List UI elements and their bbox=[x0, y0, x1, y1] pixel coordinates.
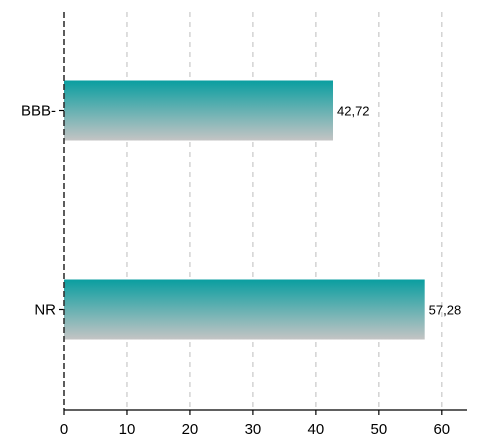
x-tick-label: 20 bbox=[182, 421, 199, 437]
bar bbox=[64, 279, 425, 340]
data-label: 57,28 bbox=[429, 303, 462, 318]
x-tick-label: 30 bbox=[245, 421, 262, 437]
bar bbox=[64, 80, 334, 141]
x-tick-label: 0 bbox=[60, 421, 68, 437]
category-label: NR bbox=[34, 302, 56, 319]
category-label: BBB- bbox=[21, 103, 56, 120]
grid-lines bbox=[126, 12, 443, 410]
x-tick-label: 10 bbox=[119, 421, 136, 437]
data-label: 42,72 bbox=[337, 104, 370, 119]
axes bbox=[59, 12, 467, 415]
labels: 0 10 20 30 40 50 60 BBB- 42,72 NR 57,28 bbox=[21, 103, 461, 437]
bars bbox=[64, 80, 425, 340]
x-tick-label: 50 bbox=[371, 421, 388, 437]
x-tick-label: 60 bbox=[433, 421, 450, 437]
x-tick-label: 40 bbox=[308, 421, 325, 437]
